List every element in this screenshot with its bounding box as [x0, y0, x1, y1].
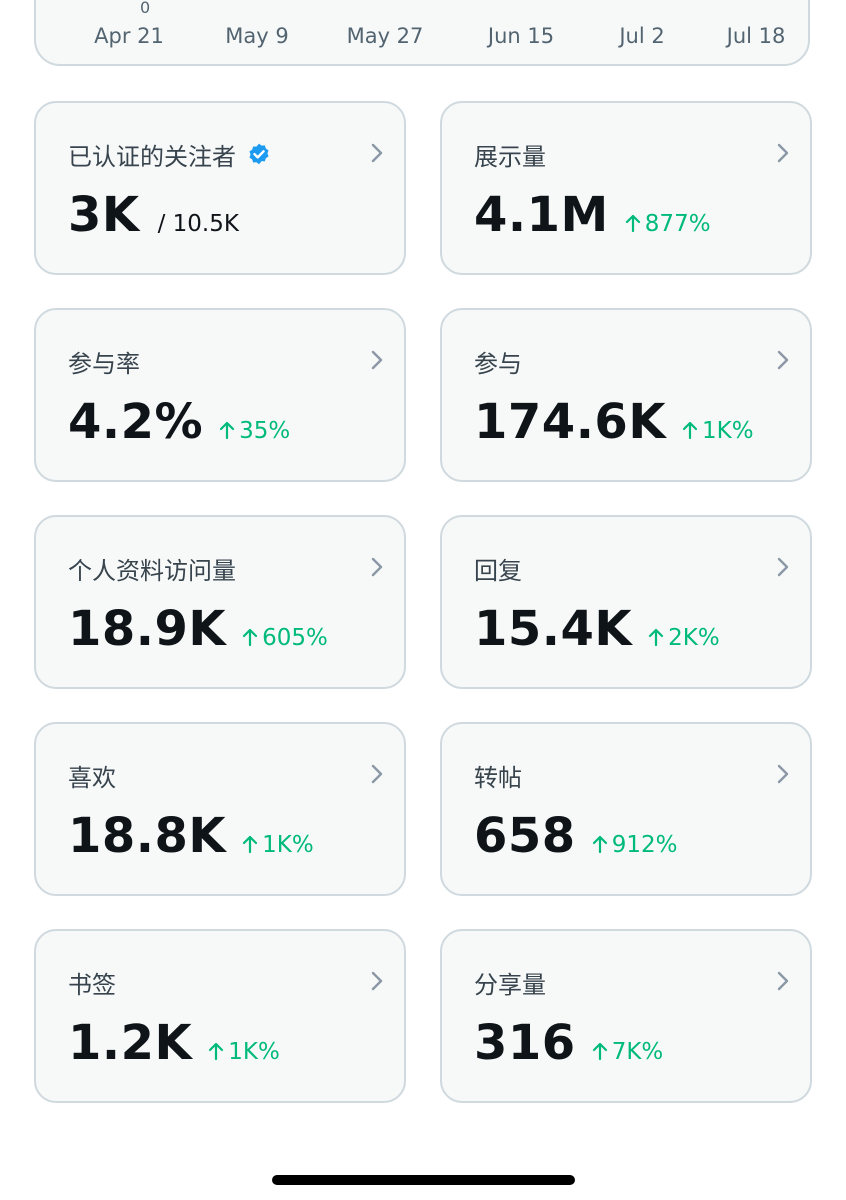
chevron-right-icon [777, 764, 789, 784]
metric-card-replies[interactable]: 回复 15.4K 2K% [440, 515, 812, 689]
chevron-right-icon [371, 764, 383, 784]
arrow-up-icon [592, 835, 607, 854]
metric-card-engagement-rate[interactable]: 参与率 4.2% 35% [34, 308, 406, 482]
metric-delta-value: 877% [644, 211, 711, 237]
arrow-up-icon [592, 1042, 607, 1061]
metric-delta-value: 1K% [228, 1039, 280, 1065]
metric-delta: 912% [592, 832, 678, 858]
metric-delta: 877% [625, 211, 711, 237]
chevron-right-icon [777, 143, 789, 163]
metric-value: 174.6K [474, 394, 667, 450]
metric-delta-value: 2K% [668, 625, 720, 651]
arrow-up-icon [243, 835, 258, 854]
metric-label: 书签 [68, 971, 116, 999]
x-axis-label: Apr 21 [94, 24, 164, 48]
metric-delta: 1K% [208, 1039, 280, 1065]
metric-value: 3K [68, 187, 140, 243]
metric-delta-value: 605% [262, 625, 328, 651]
metric-value: 18.9K [68, 601, 227, 657]
metric-value: 1.2K [68, 1015, 193, 1071]
metric-value: 15.4K [474, 601, 633, 657]
metric-label: 转帖 [474, 764, 522, 792]
metric-delta-value: 35% [239, 418, 291, 444]
metric-label: 展示量 [474, 143, 546, 171]
arrow-up-icon [649, 628, 664, 647]
metric-card-likes[interactable]: 喜欢 18.8K 1K% [34, 722, 406, 896]
metric-card-engagements[interactable]: 参与 174.6K 1K% [440, 308, 812, 482]
metric-delta: 605% [242, 625, 328, 651]
metric-label: 已认证的关注者 [68, 143, 236, 171]
chevron-right-icon [371, 557, 383, 577]
x-axis-label: May 27 [346, 24, 424, 48]
metric-delta-value: 7K% [611, 1039, 664, 1065]
metric-delta: 35% [219, 418, 290, 444]
metric-label: 回复 [474, 557, 522, 585]
arrow-up-icon [625, 214, 640, 233]
chevron-right-icon [777, 350, 789, 370]
metric-delta-value: 1K% [262, 832, 314, 858]
x-axis-label: Jul 2 [619, 24, 665, 48]
y-axis-zero-label: 0 [140, 0, 151, 17]
metric-card-impressions[interactable]: 展示量 4.1M 877% [440, 101, 812, 275]
metric-label: 分享量 [474, 971, 546, 999]
metric-delta: 1K% [242, 832, 314, 858]
metric-card-reposts[interactable]: 转帖 658 912% [440, 722, 812, 896]
chevron-right-icon [371, 143, 383, 163]
arrow-up-icon [682, 421, 698, 440]
x-axis-label: Jul 18 [726, 24, 786, 48]
metric-delta-value: 912% [611, 832, 678, 858]
home-indicator-bar[interactable] [272, 1175, 575, 1185]
arrow-up-icon [220, 421, 235, 440]
metric-value: 4.1M [474, 187, 609, 243]
chevron-right-icon [371, 971, 383, 991]
metric-card-verified-followers[interactable]: 已认证的关注者 3K / 10.5K [34, 101, 406, 275]
metric-label: 参与 [474, 350, 522, 378]
metric-label: 参与率 [68, 350, 140, 378]
metric-value: 18.8K [68, 808, 227, 864]
metric-label: 个人资料访问量 [68, 557, 236, 585]
metric-delta: 1K% [682, 418, 754, 444]
metric-total: / 10.5K [157, 211, 239, 237]
metric-card-profile-visits[interactable]: 个人资料访问量 18.9K 605% [34, 515, 406, 689]
verified-badge-icon [249, 143, 269, 164]
arrow-up-icon [209, 1042, 224, 1061]
metric-value: 316 [474, 1015, 576, 1071]
metric-value: 658 [474, 808, 576, 864]
metric-delta: 7K% [592, 1039, 664, 1065]
metric-delta-value: 1K% [702, 418, 754, 444]
x-axis-label: May 9 [225, 24, 289, 48]
arrow-up-icon [243, 628, 258, 647]
chevron-right-icon [777, 971, 789, 991]
metric-card-bookmarks[interactable]: 书签 1.2K 1K% [34, 929, 406, 1103]
x-axis-labels: Apr 21 May 9 May 27 Jun 15 Jul 2 Jul 18 [36, 24, 808, 54]
x-axis-label: Jun 15 [487, 24, 555, 48]
metric-card-shares[interactable]: 分享量 316 7K% [440, 929, 812, 1103]
chevron-right-icon [777, 557, 789, 577]
metric-label: 喜欢 [68, 764, 116, 792]
impressions-chart-card: 0 Apr 21 May 9 May 27 Jun 15 Jul 2 Jul 1… [34, 0, 810, 66]
metric-delta: 2K% [648, 625, 720, 651]
chevron-right-icon [371, 350, 383, 370]
metrics-grid: 已认证的关注者 3K / 10.5K 展示量 4.1M 877% [34, 101, 812, 1103]
metric-value: 4.2% [68, 394, 204, 450]
